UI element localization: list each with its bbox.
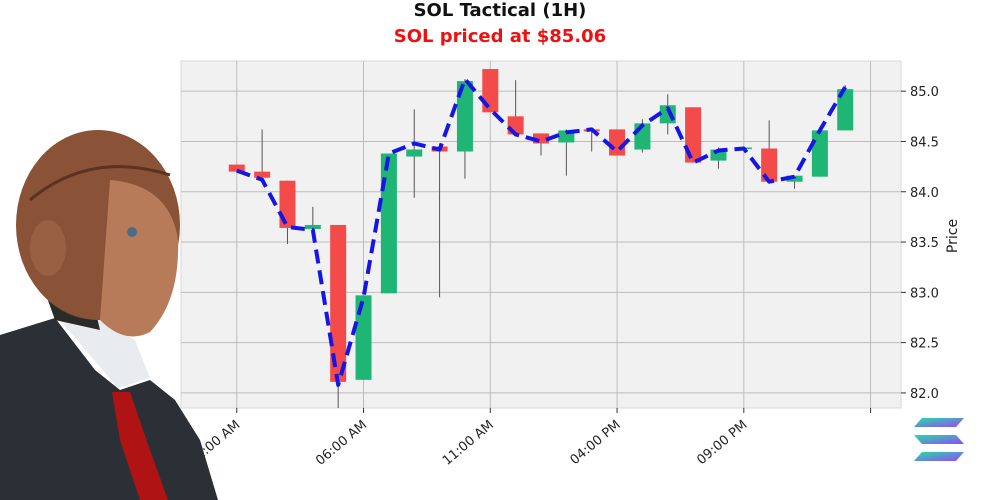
- candle-down: [685, 107, 702, 163]
- candle-down: [330, 224, 347, 382]
- y-tick-label: 84.5: [910, 135, 939, 150]
- candle-up: [380, 153, 397, 294]
- candle-down: [482, 69, 499, 113]
- head-seam: [29, 165, 171, 202]
- candle-up: [811, 130, 828, 177]
- candle-up: [406, 149, 423, 157]
- candle-up: [355, 295, 372, 380]
- x-tick-label: 06:00 AM: [313, 418, 370, 469]
- x-axis-ticks: 01:00 AM 06:00 AM 11:00 AM 04:00 PM 09:00 PM: [186, 408, 872, 469]
- y-tick-label: 84.0: [910, 186, 939, 201]
- candle-up: [304, 224, 321, 229]
- y-tick-label: 85.0: [910, 85, 939, 100]
- ear: [30, 220, 66, 276]
- y-tick-label: 82.5: [910, 337, 939, 352]
- candle-down: [228, 164, 245, 172]
- robot-avatar-illustration: [0, 130, 218, 500]
- candle-up: [456, 81, 473, 152]
- y-tick-label: 82.0: [910, 387, 939, 402]
- candle-down: [279, 180, 296, 228]
- plot-area: [180, 60, 902, 409]
- chart-title: SOL Tactical (1H): [413, 0, 587, 21]
- trend-line-layer: [236, 77, 847, 387]
- candle-down: [609, 129, 626, 156]
- y-axis-label: Price: [945, 219, 961, 253]
- candle-up: [837, 89, 854, 131]
- suit-jacket: [0, 318, 218, 500]
- y-tick-label: 83.0: [910, 286, 939, 301]
- candle-down: [533, 133, 549, 144]
- red-tie: [112, 392, 168, 500]
- x-tick-label: 09:00 PM: [694, 418, 750, 468]
- x-tick-label: 11:00 AM: [440, 418, 497, 469]
- solana-logo-icon: [914, 418, 964, 461]
- candle-up: [710, 149, 727, 161]
- trend-line: [236, 77, 847, 387]
- price-subtitle: SOL priced at $85.06: [393, 26, 607, 47]
- eye: [127, 227, 137, 237]
- face: [100, 180, 179, 337]
- y-tick-label: 83.5: [910, 236, 939, 251]
- candle-down: [254, 171, 271, 178]
- y-axis-ticks: 82.0 82.5 83.0 83.5 84.0 84.5 85.0: [901, 85, 939, 402]
- x-tick-label: 04:00 PM: [568, 418, 624, 468]
